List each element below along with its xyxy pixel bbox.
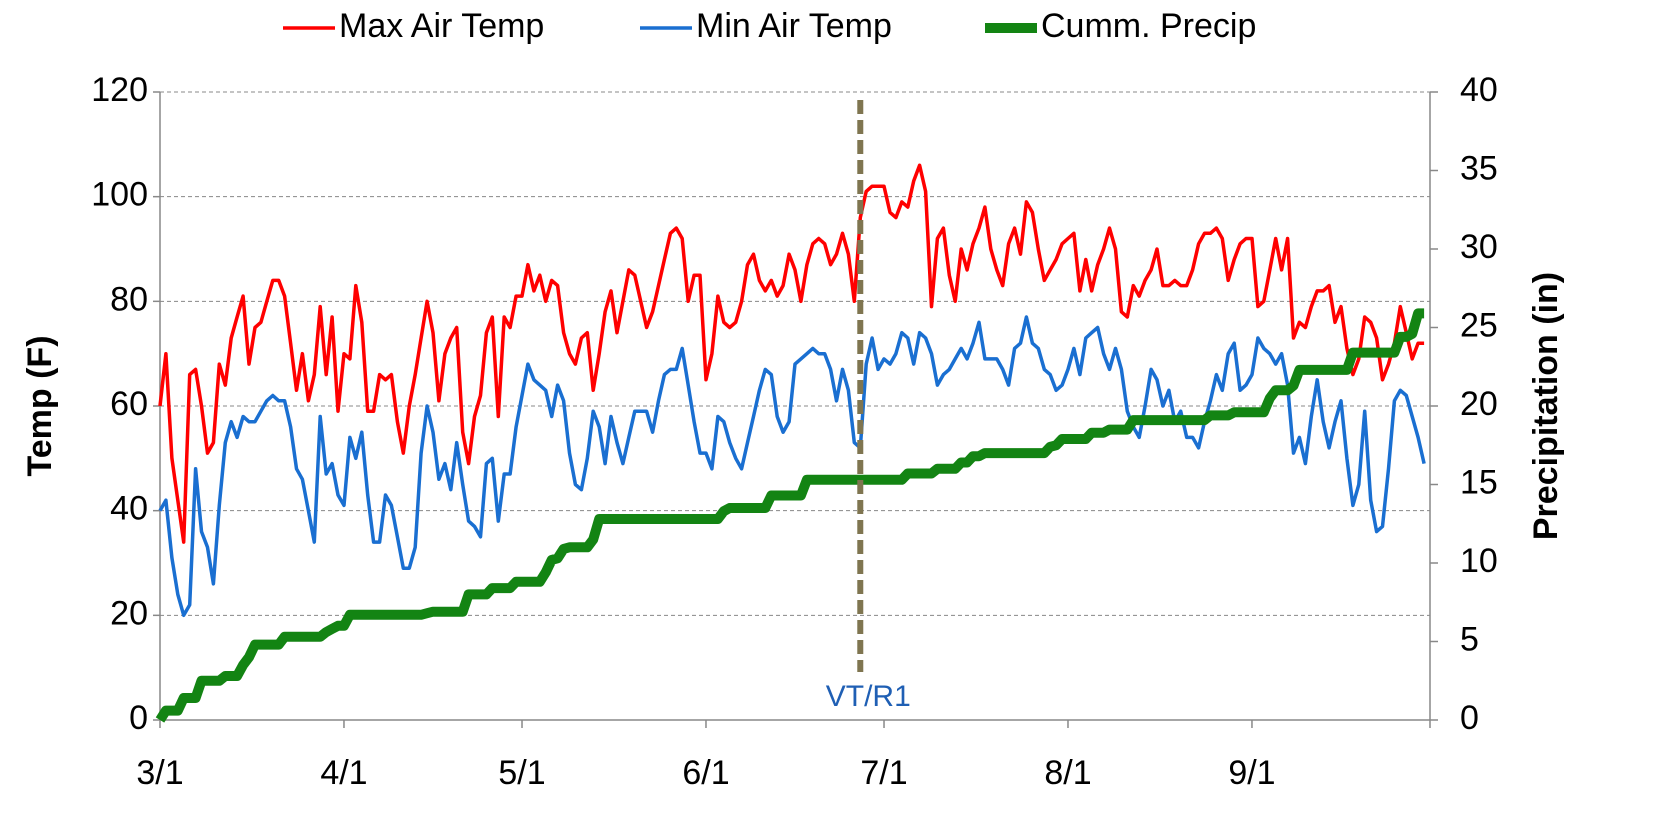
- legend-label: Max Air Temp: [339, 7, 544, 45]
- y-tick-label: 60: [110, 385, 148, 423]
- x-tick-label: 7/1: [860, 754, 907, 792]
- legend-label: Cumm. Precip: [1041, 7, 1256, 45]
- y2-tick-label: 35: [1460, 149, 1498, 187]
- series-line: [158, 163, 1425, 544]
- y-tick-label: 0: [129, 699, 148, 737]
- y2-tick-label: 30: [1460, 228, 1498, 266]
- x-tick-label: 5/1: [498, 754, 545, 792]
- y-tick-label: 120: [91, 71, 148, 109]
- y-tick-label: 100: [91, 176, 148, 214]
- y-tick-label: 40: [110, 490, 148, 528]
- y2-tick-label: 25: [1460, 306, 1498, 344]
- y2-tick-label: 5: [1460, 620, 1479, 658]
- x-tick-label: 6/1: [682, 754, 729, 792]
- legend-label: Min Air Temp: [696, 7, 892, 45]
- y2-axis-label: Precipitation (in): [1527, 272, 1565, 540]
- x-tick-label: 9/1: [1228, 754, 1275, 792]
- y-axis-label: Temp (F): [21, 335, 59, 476]
- y2-tick-label: 10: [1460, 542, 1498, 580]
- x-tick-label: 8/1: [1044, 754, 1091, 792]
- y2-tick-label: 15: [1460, 463, 1498, 501]
- annotation-label: VT/R1: [826, 680, 911, 713]
- y-tick-label: 20: [110, 594, 148, 632]
- series-line: [155, 308, 1425, 723]
- series-line: [158, 315, 1426, 618]
- y2-tick-label: 0: [1460, 699, 1479, 737]
- y2-tick-label: 20: [1460, 385, 1498, 423]
- y2-tick-label: 40: [1460, 71, 1498, 109]
- y-tick-label: 80: [110, 280, 148, 318]
- x-tick-label: 4/1: [320, 754, 367, 792]
- x-tick-label: 3/1: [136, 754, 183, 792]
